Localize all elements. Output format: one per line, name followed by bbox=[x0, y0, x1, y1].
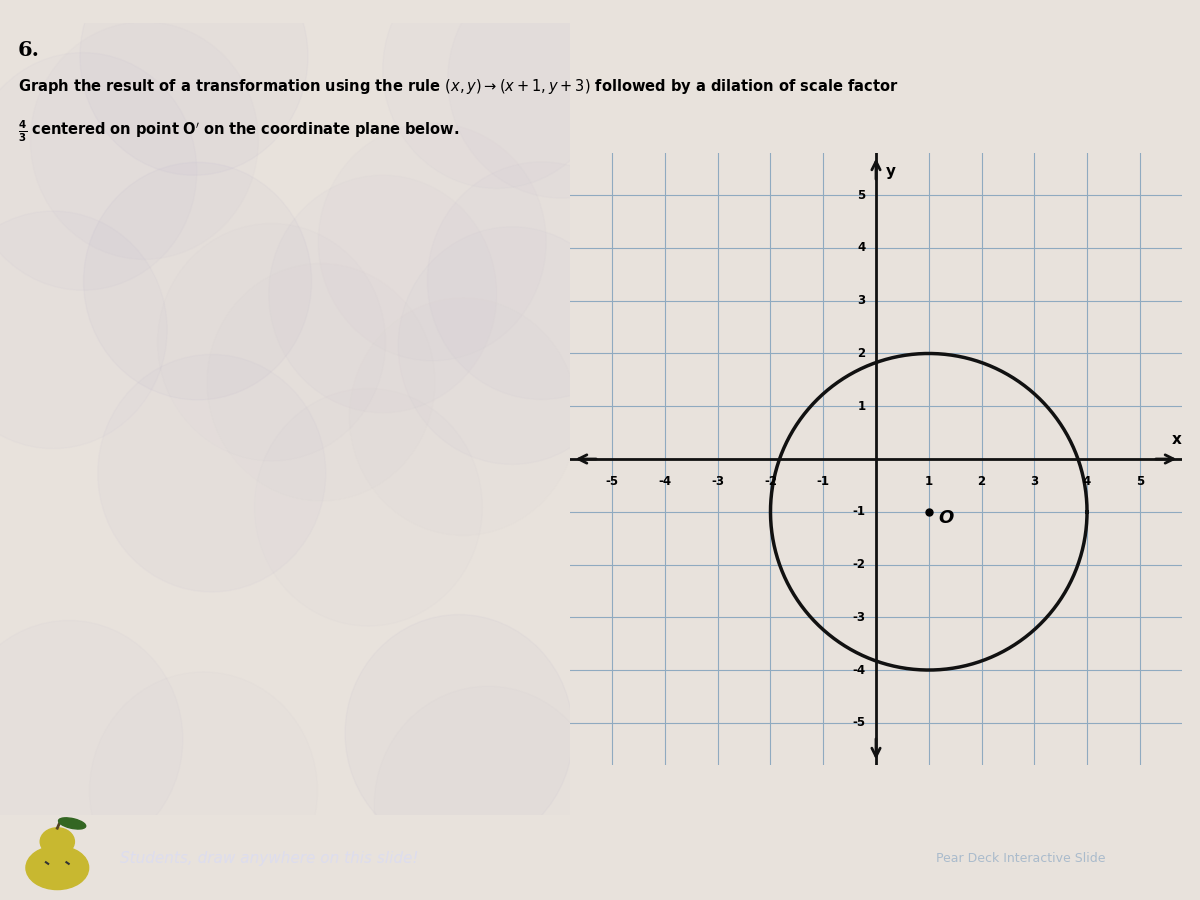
Ellipse shape bbox=[26, 846, 89, 889]
Text: Students, draw anywhere on this slide!: Students, draw anywhere on this slide! bbox=[120, 851, 419, 867]
Text: 5: 5 bbox=[857, 189, 865, 202]
Ellipse shape bbox=[307, 223, 535, 461]
Text: 2: 2 bbox=[857, 347, 865, 360]
Text: -4: -4 bbox=[852, 663, 865, 677]
Text: 1: 1 bbox=[925, 475, 932, 488]
Ellipse shape bbox=[294, 248, 522, 485]
Text: O: O bbox=[938, 509, 954, 527]
Ellipse shape bbox=[60, 0, 288, 206]
Text: 2: 2 bbox=[978, 475, 985, 488]
Text: -3: -3 bbox=[852, 611, 865, 624]
Ellipse shape bbox=[113, 294, 341, 532]
Ellipse shape bbox=[214, 103, 442, 340]
Text: 3: 3 bbox=[857, 294, 865, 307]
Text: 6.: 6. bbox=[18, 40, 40, 60]
Text: -1: -1 bbox=[817, 475, 829, 488]
Ellipse shape bbox=[41, 828, 74, 856]
Text: y: y bbox=[886, 164, 895, 178]
Text: 4: 4 bbox=[857, 241, 865, 255]
Text: -4: -4 bbox=[659, 475, 672, 488]
Ellipse shape bbox=[160, 372, 388, 609]
Text: 3: 3 bbox=[1031, 475, 1038, 488]
Text: 5: 5 bbox=[1135, 475, 1144, 488]
Ellipse shape bbox=[448, 504, 676, 742]
Text: 4: 4 bbox=[1082, 475, 1091, 488]
Text: Pear Deck Interactive Slide: Pear Deck Interactive Slide bbox=[936, 852, 1105, 866]
Text: -5: -5 bbox=[606, 475, 619, 488]
Text: Graph the result of a transformation using the rule $(x, y) \rightarrow (x + 1, : Graph the result of a transformation usi… bbox=[18, 76, 899, 95]
Ellipse shape bbox=[445, 37, 673, 274]
Text: -2: -2 bbox=[764, 475, 776, 488]
Ellipse shape bbox=[192, 27, 420, 265]
Ellipse shape bbox=[59, 818, 85, 829]
Text: -2: -2 bbox=[852, 558, 865, 571]
Text: -3: -3 bbox=[712, 475, 725, 488]
Text: -5: -5 bbox=[852, 716, 865, 729]
Text: x: x bbox=[1171, 432, 1182, 447]
Text: -1: -1 bbox=[852, 505, 865, 518]
Text: 1: 1 bbox=[857, 400, 865, 413]
Text: $\mathbf{\frac{4}{3}}$ $\mathbf{centered\ on\ point\ O'\ on\ the\ coordinate\ pl: $\mathbf{\frac{4}{3}}$ $\mathbf{centered… bbox=[18, 119, 460, 144]
Ellipse shape bbox=[222, 472, 450, 710]
